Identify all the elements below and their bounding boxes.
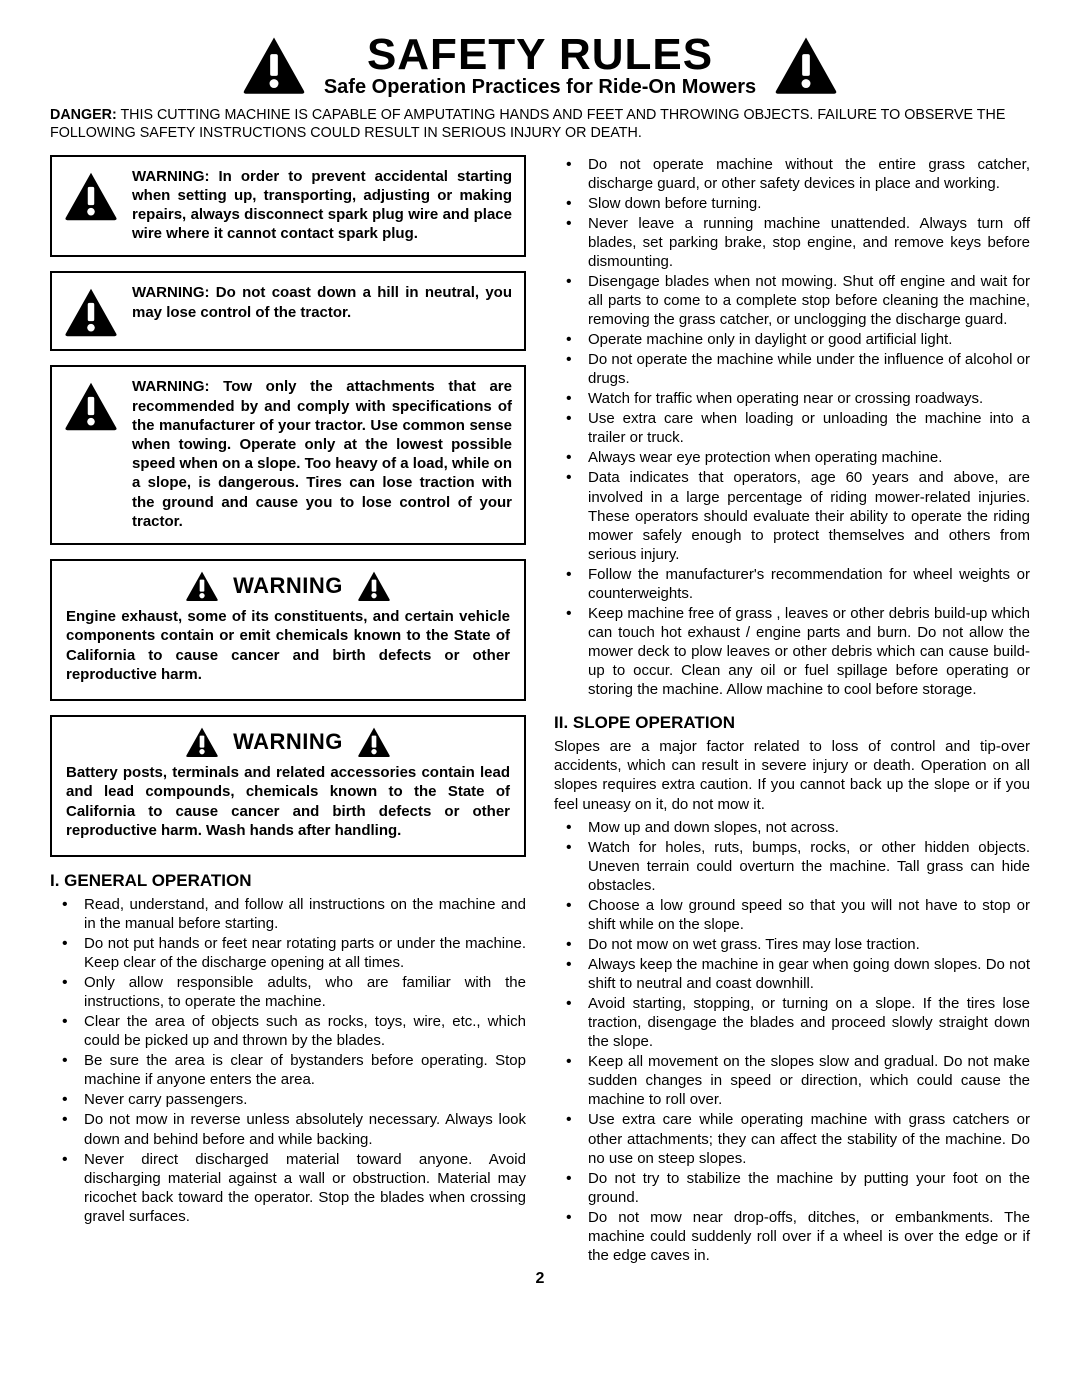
list-item: Never direct discharged material toward …: [50, 1150, 526, 1226]
section-1-list-right: Do not operate machine without the entir…: [554, 155, 1030, 699]
california-warning-2: WARNING Battery posts, terminals and rel…: [50, 715, 526, 857]
list-item: Do not mow near drop-offs, ditches, or e…: [554, 1208, 1030, 1265]
left-column: WARNING: In order to prevent acci­dental…: [50, 155, 526, 1266]
section-1-heading: I. GENERAL OPERATION: [50, 871, 526, 891]
list-item: Read, understand, and follow all instruc…: [50, 895, 526, 933]
list-item: Keep machine free of grass , leaves or o…: [554, 604, 1030, 699]
list-item: Always wear eye protection when operatin…: [554, 448, 1030, 467]
list-item: Watch for holes, ruts, bumps, rocks, or …: [554, 838, 1030, 895]
warning-box-2: WARNING: Do not coast down a hill in neu…: [50, 271, 526, 351]
warning-icon: [774, 35, 838, 95]
list-item: Do not put hands or feet near rotating p…: [50, 934, 526, 972]
warning-box-3: WARNING: Tow only the attachments that a…: [50, 365, 526, 545]
list-item: Do not operate the machine while under t…: [554, 350, 1030, 388]
list-item: Data indicates that operators, age 60 ye…: [554, 468, 1030, 563]
list-item: Use extra care when loading or unloading…: [554, 409, 1030, 447]
list-item: Operate machine only in daylight or good…: [554, 330, 1030, 349]
list-item: Never carry passengers.: [50, 1090, 526, 1109]
ca-title: WARNING: [233, 729, 343, 755]
warning-box-1: WARNING: In order to prevent acci­dental…: [50, 155, 526, 258]
list-item: Choose a low ground speed so that you wi…: [554, 896, 1030, 934]
list-item: Slow down before turning.: [554, 194, 1030, 213]
list-item: Do not try to stabilize the machine by p…: [554, 1169, 1030, 1207]
danger-text: THIS CUTTING MACHINE IS CAPABLE OF AMPUT…: [50, 107, 1005, 141]
list-item: Mow up and down slopes, not across.: [554, 818, 1030, 837]
danger-label: DANGER:: [50, 107, 117, 123]
list-item: Avoid starting, stopping, or turning on …: [554, 994, 1030, 1051]
list-item: Disengage blades when not mowing. Shut o…: [554, 272, 1030, 329]
ca-title: WARNING: [233, 573, 343, 599]
title-row: SAFETY RULES Safe Operation Practices fo…: [50, 30, 1030, 99]
ca-header: WARNING: [66, 727, 510, 757]
warning-text: WARNING: Do not coast down a hill in neu…: [132, 283, 512, 321]
ca-header: WARNING: [66, 571, 510, 601]
section-2-list: Mow up and down slopes, not across.Watch…: [554, 818, 1030, 1265]
list-item: Do not mow on wet grass. Tires may lose …: [554, 935, 1030, 954]
list-item: Use extra care while operating machine w…: [554, 1110, 1030, 1167]
list-item: Keep all movement on the slopes slow and…: [554, 1052, 1030, 1109]
warning-icon: [185, 571, 219, 601]
warning-icon: [64, 171, 118, 221]
list-item: Only allow responsible adults, who are f…: [50, 973, 526, 1011]
list-item: Be sure the area is clear of bystanders …: [50, 1051, 526, 1089]
warning-text: WARNING: Tow only the attachments that a…: [132, 377, 512, 531]
right-column: Do not operate machine without the entir…: [554, 155, 1030, 1266]
warning-icon: [64, 287, 118, 337]
california-warning-1: WARNING Engine exhaust, some of its cons…: [50, 559, 526, 701]
warning-icon: [64, 381, 118, 431]
ca-text: Engine exhaust, some of its constituents…: [66, 607, 510, 685]
list-item: Always keep the machine in gear when goi…: [554, 955, 1030, 993]
section-2-intro: Slopes are a major factor related to los…: [554, 737, 1030, 814]
list-item: Watch for traffic when operating near or…: [554, 389, 1030, 408]
list-item: Never leave a running machine unattended…: [554, 214, 1030, 271]
content-columns: WARNING: In order to prevent acci­dental…: [50, 155, 1030, 1266]
page-title: SAFETY RULES: [324, 30, 756, 80]
ca-text: Battery posts, terminals and related acc…: [66, 763, 510, 841]
list-item: Clear the area of objects such as rocks,…: [50, 1012, 526, 1050]
list-item: Follow the manufacturer's recommendation…: [554, 565, 1030, 603]
page-header: SAFETY RULES Safe Operation Practices fo…: [50, 30, 1030, 99]
warning-text: WARNING: In order to prevent acci­dental…: [132, 167, 512, 244]
warning-icon: [357, 727, 391, 757]
title-block: SAFETY RULES Safe Operation Practices fo…: [324, 30, 756, 99]
danger-line: DANGER: THIS CUTTING MACHINE IS CAPABLE …: [50, 107, 1030, 143]
list-item: Do not operate machine without the entir…: [554, 155, 1030, 193]
list-item: Do not mow in reverse unless absolutely …: [50, 1110, 526, 1148]
page-subtitle: Safe Operation Practices for Ride-On Mow…: [324, 76, 756, 99]
page-number: 2: [50, 1270, 1030, 1288]
warning-icon: [357, 571, 391, 601]
section-1-list-left: Read, understand, and follow all instruc…: [50, 895, 526, 1226]
section-2-heading: II. SLOPE OPERATION: [554, 713, 1030, 733]
warning-icon: [185, 727, 219, 757]
warning-icon: [242, 35, 306, 95]
